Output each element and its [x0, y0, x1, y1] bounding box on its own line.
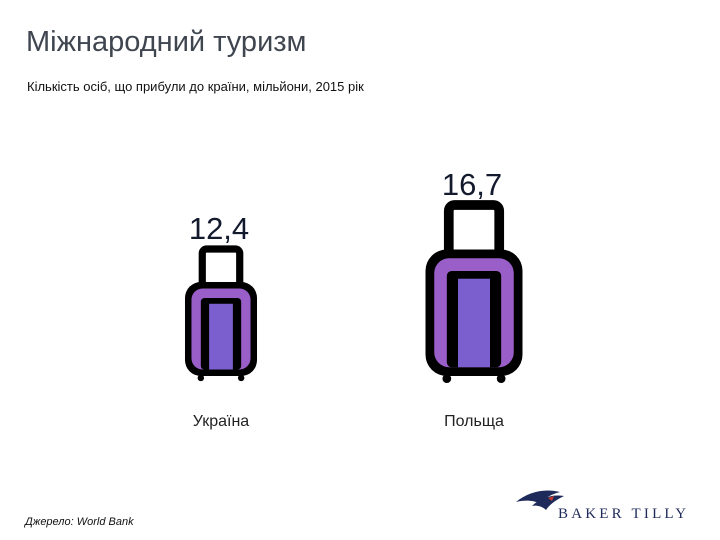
suitcase-mark — [425, 200, 523, 383]
value-label: 12,4 — [189, 211, 249, 246]
suitcase-mark — [184, 245, 258, 382]
category-label: Україна — [193, 413, 250, 430]
category-label: Польща — [444, 413, 504, 430]
value-label: 16,7 — [442, 167, 502, 202]
brand-name: BAKER TILLY — [558, 506, 690, 522]
source-note: Джерело: World Bank — [25, 516, 134, 528]
page-title: Міжнародний туризм — [26, 26, 307, 58]
baker-tilly-logo-icon — [516, 490, 564, 510]
chart-subtitle: Кількість осіб, що прибули до країни, мі… — [27, 79, 364, 94]
